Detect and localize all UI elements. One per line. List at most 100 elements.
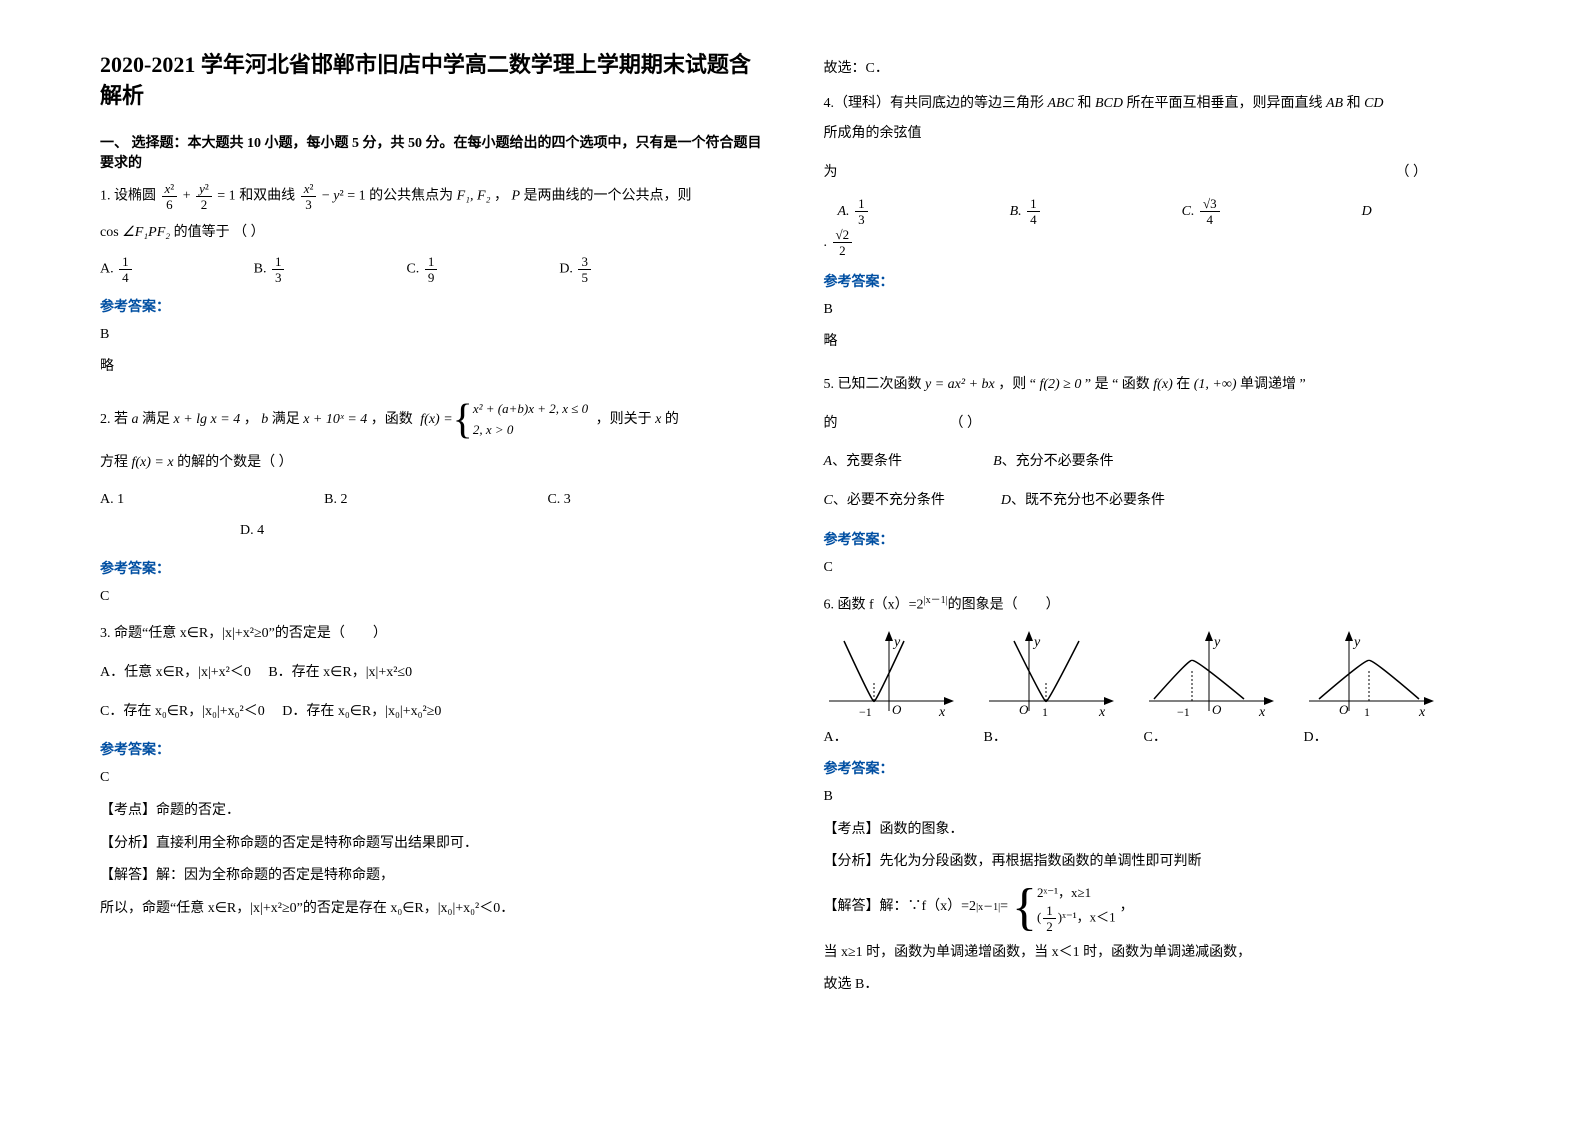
ellipse-frac2: y²2 [196, 182, 212, 211]
q5-B: B [993, 454, 1002, 469]
q2-t3: 满足 [272, 412, 304, 427]
q4-C-label: C. [1182, 204, 1195, 219]
q1-angle: ∠F₁PF₂ [122, 225, 170, 240]
q6-sol-line: 【解答】解：∵f（x）=2|x－1|= { 2ˣ⁻¹，x≥1 (12)ˣ⁻¹，x… [824, 882, 1488, 934]
q6-piecewise: { 2ˣ⁻¹，x≥1 (12)ˣ⁻¹，x＜1 [1012, 882, 1116, 934]
q2-optA: A. 1 [100, 485, 124, 516]
q5-A: A [824, 454, 833, 469]
graph-v-shape-right-icon: y O 1 x [984, 631, 1114, 721]
q3-sol3: 故选：C． [824, 56, 1488, 83]
q3-sol1: 【解答】解：因为全称命题的否定是特称命题， [100, 863, 764, 890]
q3-optB: B．存在 x∈R，|x|+x²≤0 [268, 665, 412, 680]
q6-pw1: 2ˣ⁻¹，x≥1 [1037, 883, 1116, 904]
q4-C-den: 4 [1200, 212, 1220, 226]
q6-graphs-row: y −1 O x A． y O 1 x [824, 631, 1488, 746]
q4-abc: ABC [1048, 96, 1074, 111]
graph-bump-right-icon: y O 1 x [1304, 631, 1434, 721]
q1-C-den: 9 [425, 270, 438, 284]
one-label: 1 [1042, 705, 1048, 719]
q4-s1: 4.（理科）有共同底边的等边三角形 [824, 96, 1045, 111]
q6-pw2-num: 1 [1043, 904, 1056, 919]
O-label: O [1019, 702, 1029, 717]
q4-ab: AB [1326, 96, 1343, 111]
q2-piecewise: f(x) = { x² + (a+b)x + 2, x ≤ 0 2, x > 0 [420, 399, 588, 441]
q6-graph-C: y −1 O x C． [1144, 631, 1274, 746]
q6-pw2b: )ˣ⁻¹，x＜1 [1058, 909, 1116, 924]
q3-optsAB: A．任意 x∈R，|x|+x²＜0 B．存在 x∈R，|x|+x²≤0 [100, 658, 764, 689]
one-label: 1 [1364, 705, 1370, 719]
q5-yfn: y = ax² + bx [925, 377, 995, 392]
q1-cos: cos [100, 225, 119, 240]
q5-answer: C [824, 555, 1488, 582]
q1-B-num: 1 [272, 255, 285, 270]
q6-graph-A: y −1 O x A． [824, 631, 954, 746]
q5-optA: 、充要条件 [832, 454, 902, 469]
q3-optD: D．存在 x₀∈R，|x₀|+x₀²≥0 [282, 704, 441, 719]
q1-A-den: 4 [119, 270, 132, 284]
q6-sol-eq: = [1000, 894, 1008, 921]
q6-exp: |x－1| [924, 595, 948, 606]
q5-optC: 、必要不充分条件 [833, 493, 945, 508]
q2-l2b: 的解的个数是（ ） [177, 455, 293, 470]
q5-m1: ，则 “ [998, 377, 1036, 392]
q6-s2: 的图象是（ ） [948, 597, 1060, 612]
q5-options-row1: A、充要条件 B、充分不必要条件 [824, 447, 1488, 478]
q6-pw2-den: 2 [1043, 919, 1056, 933]
O-label: O [892, 702, 902, 717]
q1-mid4: 是两曲线的一个公共点，则 [524, 188, 692, 203]
q1-C-label: C. [406, 261, 419, 276]
q2-b: b [261, 412, 268, 427]
q6-answer: B [824, 784, 1488, 811]
q1-P: P [511, 188, 520, 203]
q2-options: A. 1 B. 2 C. 3 D. 4 [100, 485, 764, 547]
q1-C-num: 1 [425, 255, 438, 270]
q5-pre: 5. 已知二次函数 [824, 377, 922, 392]
q2-stem: 2. 若 a 满足 x + lg x = 4 ， b 满足 x + 10ˣ = … [100, 399, 764, 441]
q2-fxeqx: f(x) = x [132, 455, 174, 470]
q1-A-num: 1 [119, 255, 132, 270]
q6-labC: C． [1144, 726, 1274, 746]
q4-stem-line2: 为 （ ） [824, 158, 1488, 189]
q6-sol-pre: 【解答】解：∵f（x）=2 [824, 894, 977, 921]
q4-B-label: B. [1010, 204, 1022, 219]
q1-B-den: 3 [272, 270, 285, 284]
q3-stem: 3. 命题“任意 x∈R，|x|+x²≥0”的否定是（ ） [100, 619, 764, 650]
q4-C-num: √3 [1200, 197, 1220, 212]
neg1-label: −1 [1177, 705, 1190, 719]
q5-l2: 的 [824, 416, 838, 431]
graph-v-shape-left-icon: y −1 O x [824, 631, 954, 721]
q4-paren: （ ） [1396, 158, 1428, 189]
q2-optC: C. 3 [547, 485, 570, 516]
q5-fx: f(x) [1153, 377, 1172, 392]
q5-D: D [1001, 493, 1011, 508]
q5-C: C [824, 493, 833, 508]
q1-A-label: A. [100, 261, 114, 276]
q4-D2-den: 2 [833, 243, 853, 257]
y-label: y [1032, 635, 1041, 650]
q5-intv: (1, +∞) [1194, 377, 1237, 392]
q4-s6: 为 [824, 158, 838, 189]
q5-optB: 、充分不必要条件 [1002, 454, 1114, 469]
q2-t4: ，函数 [371, 412, 413, 427]
exam-title: 2020-2021 学年河北省邯郸市旧店中学高二数学理上学期期末试题含解析 [100, 50, 764, 112]
y-label: y [1352, 635, 1361, 650]
q2-line2: 方程 f(x) = x 的解的个数是（ ） [100, 449, 764, 477]
y-label: y [1212, 635, 1221, 650]
q3-optsCD: C．存在 x₀∈R，|x₀|+x₀²＜0 D．存在 x₀∈R，|x₀|+x₀²≥… [100, 697, 764, 728]
q1-mid3: ， [494, 188, 508, 203]
q2-a: a [132, 412, 139, 427]
q5-line2: 的 （ ） [824, 409, 1488, 440]
q3-answer: C [100, 765, 764, 792]
q2-pre: 2. 若 [100, 412, 128, 427]
q5-stem: 5. 已知二次函数 y = ax² + bx ，则 “ f(2) ≥ 0 ” 是… [824, 370, 1488, 401]
O-label: O [1212, 702, 1222, 717]
q4-answer: B [824, 297, 1488, 324]
q5-paren: （ ） [950, 416, 982, 431]
brace-icon: { [1012, 882, 1037, 934]
q6-stem: 6. 函数 f（x）=2|x－1|的图象是（ ） [824, 590, 1488, 621]
q4-B-num: 1 [1027, 197, 1040, 212]
q2-eq1: x + lg x = 4 [174, 412, 241, 427]
q5-answer-label: 参考答案： [824, 529, 1488, 549]
neg1-label: −1 [859, 705, 872, 719]
x-label: x [938, 705, 946, 720]
